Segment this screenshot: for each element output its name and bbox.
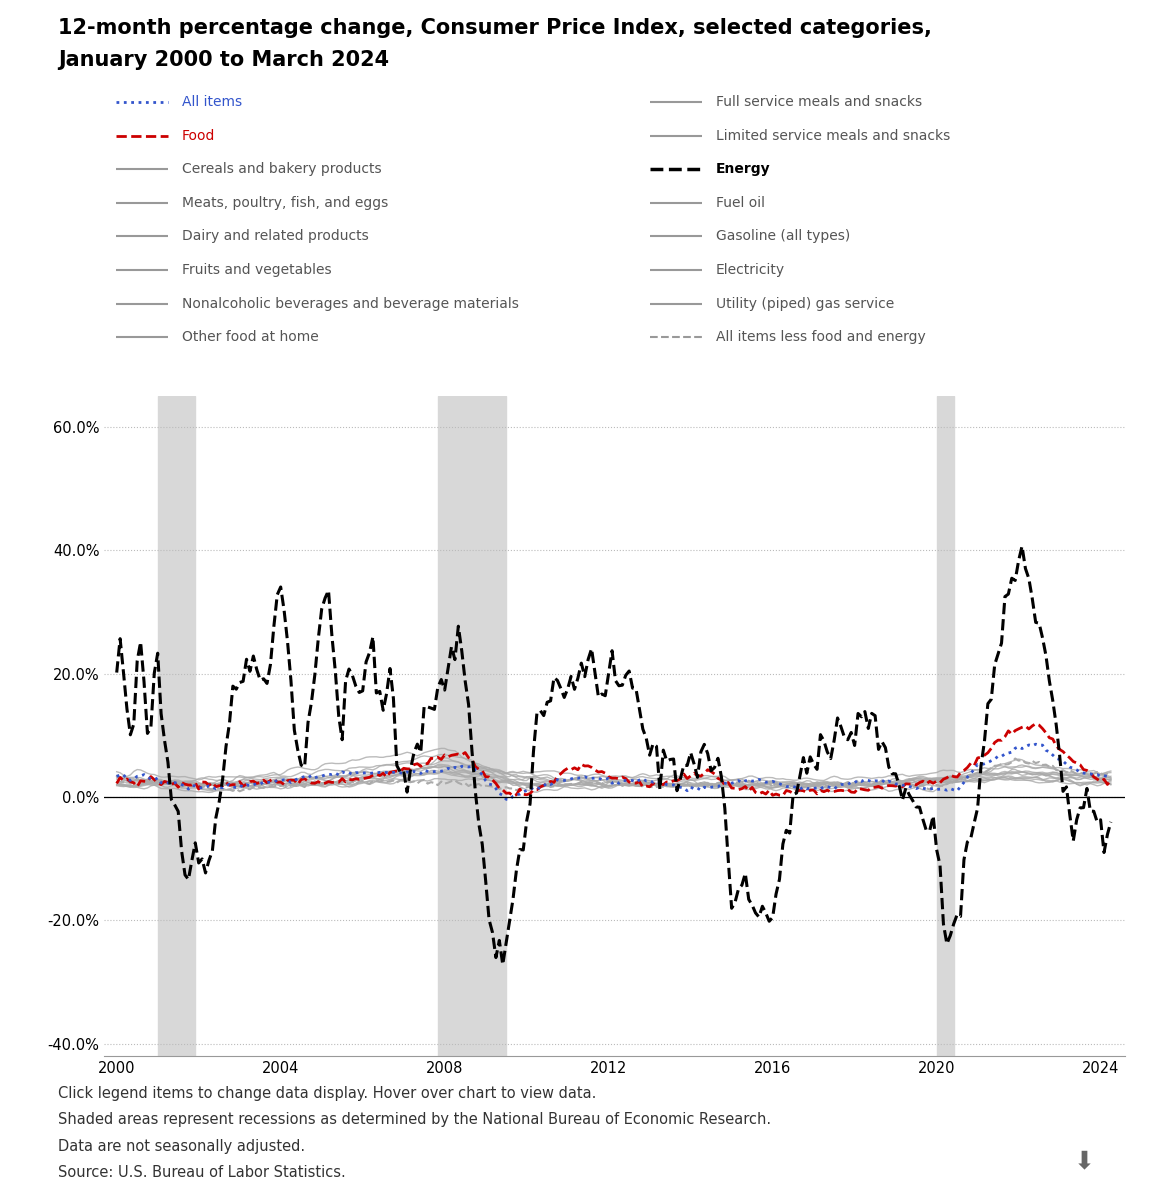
Text: Full service meals and snacks: Full service meals and snacks [716,95,922,109]
Text: Dairy and related products: Dairy and related products [182,229,369,244]
Text: Meats, poultry, fish, and eggs: Meats, poultry, fish, and eggs [182,196,389,210]
Text: Utility (piped) gas service: Utility (piped) gas service [716,296,894,311]
Text: Other food at home: Other food at home [182,330,319,344]
Text: Data are not seasonally adjusted.: Data are not seasonally adjusted. [58,1139,305,1154]
Bar [158,396,195,1056]
Text: Fruits and vegetables: Fruits and vegetables [182,263,332,277]
Text: January 2000 to March 2024: January 2000 to March 2024 [58,50,389,71]
Text: 12-month percentage change, Consumer Price Index, selected categories,: 12-month percentage change, Consumer Pri… [58,18,931,38]
Text: Limited service meals and snacks: Limited service meals and snacks [716,128,950,143]
Text: ⬇: ⬇ [1074,1150,1095,1174]
Text: Fuel oil: Fuel oil [716,196,764,210]
Text: Shaded areas represent recessions as determined by the National Bureau of Econom: Shaded areas represent recessions as det… [58,1112,771,1128]
Bar [936,396,954,1056]
Text: Food: Food [182,128,216,143]
Text: Energy: Energy [716,162,770,176]
Text: Source: U.S. Bureau of Labor Statistics.: Source: U.S. Bureau of Labor Statistics. [58,1165,346,1181]
Text: Cereals and bakery products: Cereals and bakery products [182,162,382,176]
Text: All items less food and energy: All items less food and energy [716,330,926,344]
Text: Electricity: Electricity [716,263,785,277]
Text: Click legend items to change data display. Hover over chart to view data.: Click legend items to change data displa… [58,1086,596,1102]
Bar [437,396,506,1056]
Text: Gasoline (all types): Gasoline (all types) [716,229,850,244]
Text: Nonalcoholic beverages and beverage materials: Nonalcoholic beverages and beverage mate… [182,296,519,311]
Text: All items: All items [182,95,242,109]
